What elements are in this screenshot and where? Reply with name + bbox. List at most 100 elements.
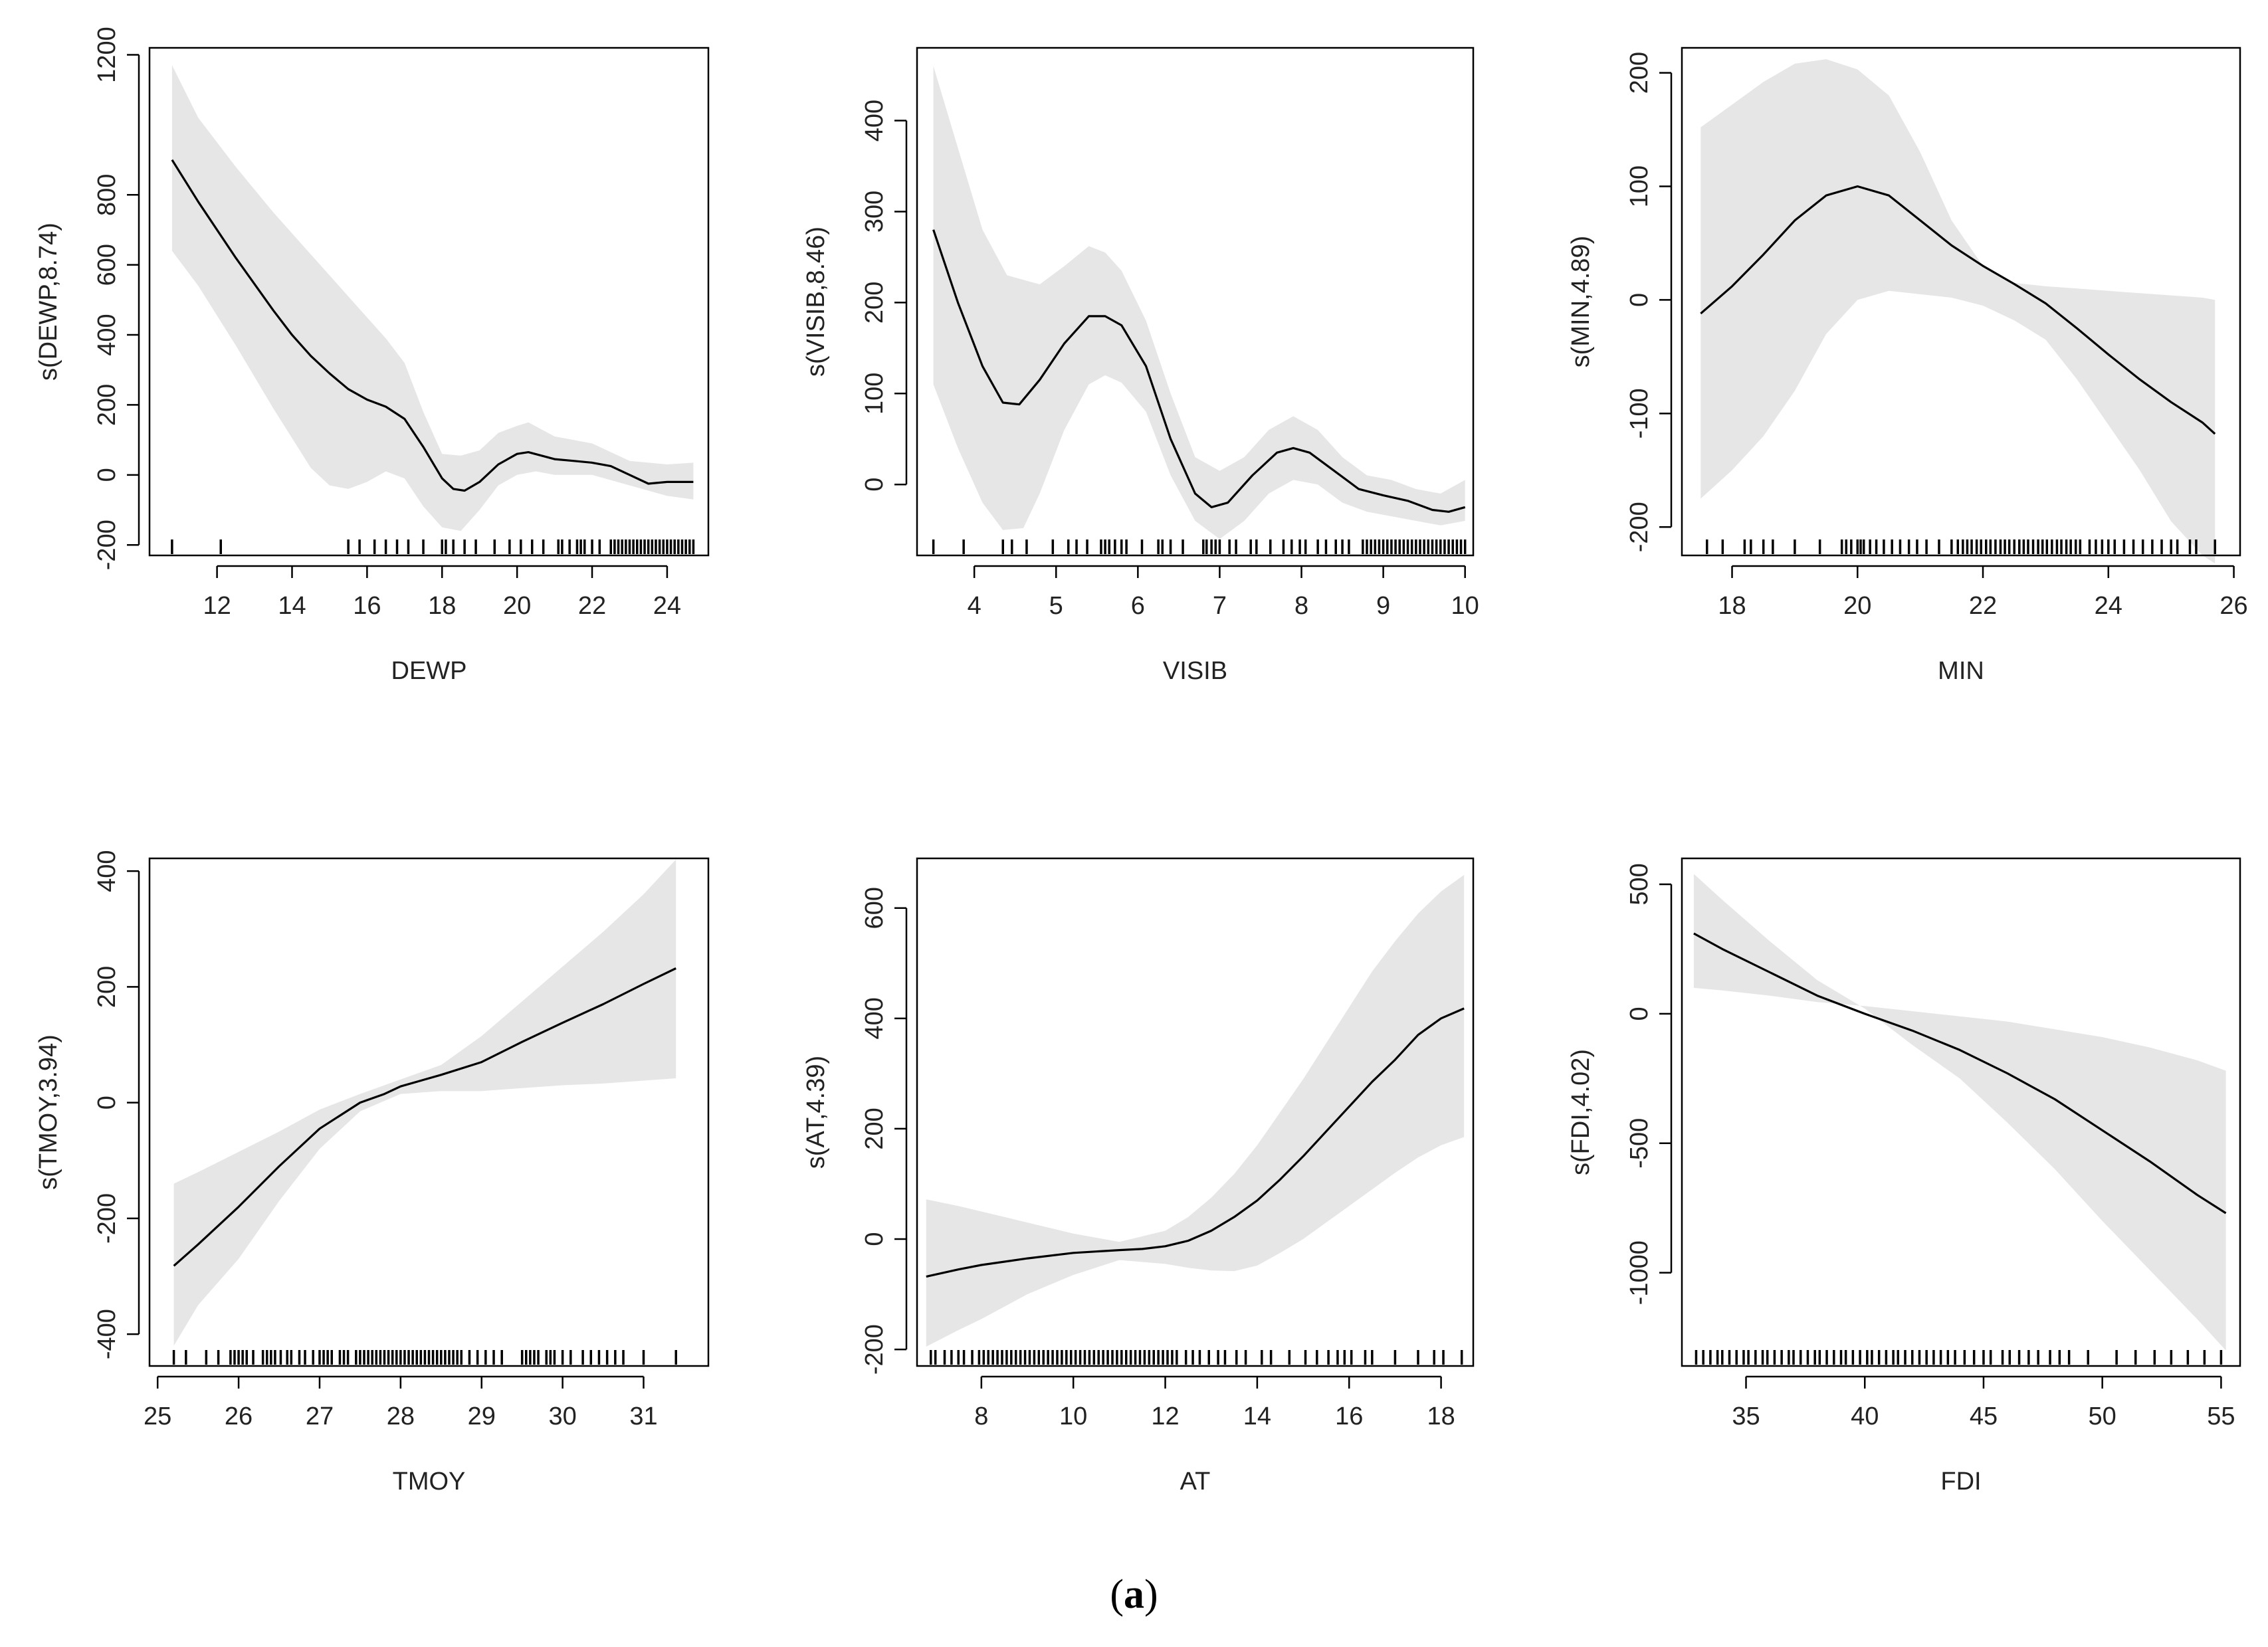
x-tick-label: 26 [2219,592,2247,620]
confidence-band [173,859,676,1346]
y-tick-label: -400 [93,1309,121,1359]
plot-frame [916,47,1475,557]
y-axis-label: s(VISIB,8.46) [802,227,830,377]
y-tick-label: 100 [861,373,888,415]
plot-frame [916,857,1475,1367]
y-tick-label: -200 [1625,502,1653,552]
x-tick-label: 22 [1969,592,1997,620]
plot-frame [148,47,710,557]
y-tick-label: -200 [93,1193,121,1244]
y-tick-label: 600 [861,887,888,929]
x-axis-label: MIN [1938,657,1984,685]
y-tick-label: 0 [93,468,121,482]
x-axis-label: DEWP [391,657,467,685]
x-tick-label: 6 [1131,592,1145,620]
x-tick-label: 28 [387,1403,415,1430]
y-axis-label: s(MIN,4.89) [1567,236,1595,367]
y-tick-label: 400 [93,314,121,355]
y-tick-label: 400 [861,100,888,142]
y-tick-label: 600 [93,244,121,286]
fit-line [926,1007,1465,1278]
y-axis-label: s(FDI,4.02) [1567,1049,1595,1175]
x-tick-label: 16 [1335,1403,1363,1430]
x-tick-label: 26 [225,1403,253,1430]
plot-frame [1681,47,2241,557]
y-tick-label: 100 [1625,165,1653,207]
x-tick-label: 10 [1059,1403,1087,1430]
y-tick-label: 800 [93,174,121,216]
x-tick-label: 18 [428,592,456,620]
y-tick-label: 200 [93,966,121,1008]
y-tick-label: 0 [1625,293,1653,307]
x-axis-label: TMOY [393,1468,466,1496]
y-tick-label: 200 [861,282,888,324]
y-tick-label: 500 [1625,863,1653,905]
x-tick-label: 40 [1851,1403,1879,1430]
y-tick-label: 0 [861,1232,888,1246]
x-tick-label: 35 [1732,1403,1760,1430]
y-tick-label: 0 [1625,1007,1653,1020]
x-tick-label: 24 [2095,592,2122,620]
x-tick-label: 45 [1970,1403,1998,1430]
fit-line [1693,932,2227,1214]
y-tick-label: -1000 [1625,1240,1653,1305]
x-tick-label: 31 [629,1403,657,1430]
y-tick-label: 0 [93,1096,121,1110]
x-tick-label: 50 [2089,1403,2116,1430]
x-tick-label: 10 [1451,592,1479,620]
panel-dewp: 12 14 16 18 20 22 24 -200 0 200 400 600 800 1200 DEWP s… [35,27,710,685]
x-tick-label: 7 [1213,592,1227,620]
panel-min: 18 20 22 24 26 -200 -100 0 100 200 MIN s(MIN,4.89) [1567,47,2248,685]
x-tick-label: 18 [1718,592,1746,620]
x-tick-label: 18 [1427,1403,1455,1430]
y-tick-label: 400 [861,997,888,1039]
y-axis-label: s(AT,4.39) [802,1056,830,1169]
fit-line [171,159,694,492]
y-tick-label: 200 [861,1108,888,1149]
panel-tmoy: 25 26 27 28 29 30 31 -400 -200 0 200 400 TMOY s(TMOY,… [35,850,710,1496]
panel-at: 8 10 12 14 16 18 -200 0 200 400 600 AT s(AT,4.39) [802,857,1475,1496]
confidence-band [1701,59,2216,564]
y-tick-label: -200 [861,1324,888,1375]
x-tick-label: 20 [1843,592,1871,620]
fit-line [1700,185,2216,435]
y-tick-label: 200 [93,384,121,426]
x-tick-label: 55 [2207,1403,2235,1430]
y-tick-label: -100 [1625,388,1653,438]
caption-label: a [1124,1572,1144,1617]
x-axis-label: FDI [1940,1468,1981,1496]
fit-line [173,967,676,1267]
x-tick-label: 16 [353,592,381,620]
panel-fdi: 35 40 45 50 55 -1000 -500 0 500 FDI s(FDI,4.02) [1567,857,2241,1496]
y-tick-label: -500 [1625,1118,1653,1169]
y-tick-label: -200 [93,520,121,570]
x-tick-label: 9 [1376,592,1390,620]
x-tick-label: 24 [653,592,681,620]
figure-caption: (a) [0,1571,2268,1618]
y-tick-label: 400 [93,850,121,892]
x-tick-label: 22 [578,592,606,620]
x-tick-label: 20 [503,592,531,620]
x-tick-label: 14 [1243,1403,1271,1430]
x-tick-label: 12 [203,592,231,620]
caption-close: ) [1144,1572,1158,1617]
confidence-band [933,66,1465,539]
plot-frame [148,857,710,1367]
x-tick-label: 4 [968,592,981,620]
x-tick-label: 25 [144,1403,171,1430]
x-tick-label: 8 [974,1403,988,1430]
plot-frame [1681,857,2241,1367]
x-axis-label: VISIB [1163,657,1227,685]
x-tick-label: 12 [1151,1403,1179,1430]
x-tick-label: 14 [278,592,306,620]
confidence-band [926,874,1465,1347]
y-axis-label: s(DEWP,8.74) [35,223,62,381]
y-tick-label: 300 [861,191,888,233]
y-tick-label: 1200 [93,27,121,83]
caption-open: ( [1110,1572,1124,1617]
confidence-band [171,65,694,532]
x-axis-label: AT [1180,1468,1211,1496]
x-tick-label: 5 [1049,592,1063,620]
